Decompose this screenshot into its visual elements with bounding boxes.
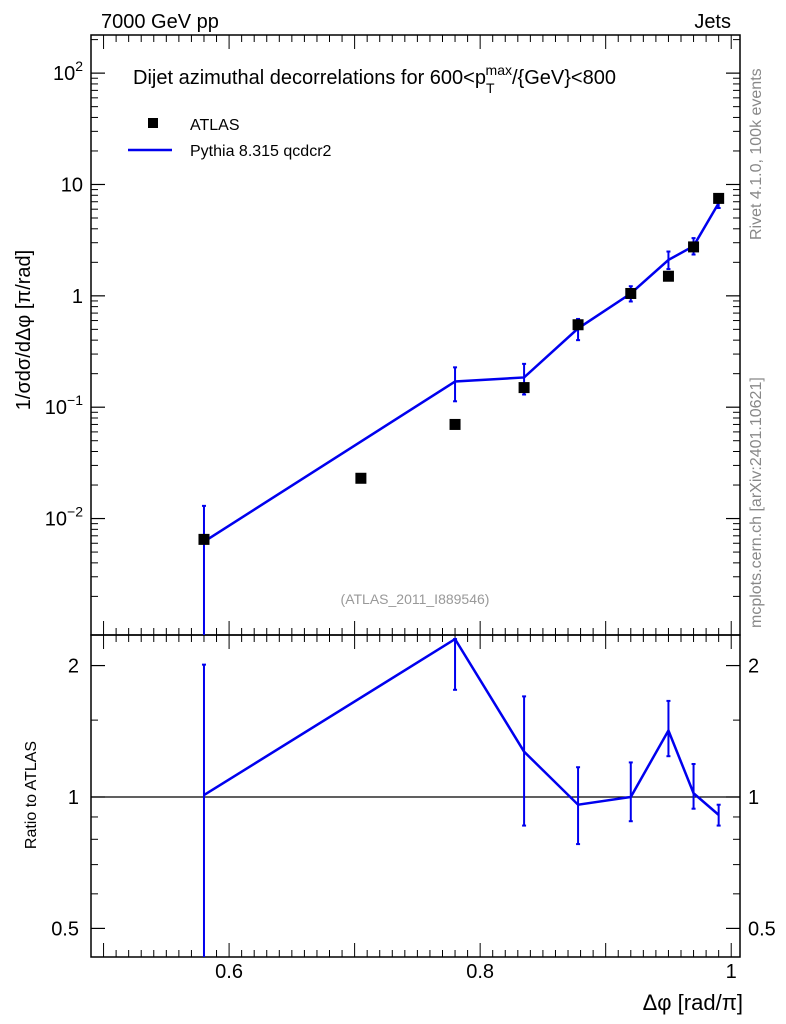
atlas-data-point <box>198 533 210 545</box>
atlas-data-point <box>625 287 637 299</box>
legend-label-atlas: ATLAS <box>190 117 240 134</box>
main-ylabel: 1/σdσ/dΔφ [π/rad] <box>13 250 35 410</box>
y-tick-label: 10 <box>61 174 83 196</box>
atlas-data-point <box>713 192 725 204</box>
legend-label-pythia: Pythia 8.315 qcdcr2 <box>190 143 332 160</box>
plot-title: Dijet azimuthal decorrelations for 600<p… <box>133 62 616 96</box>
ratio-y-tick-label-right: 0.5 <box>748 918 776 940</box>
atlas-data-point <box>518 382 530 394</box>
x-tick-label: 0.6 <box>215 961 243 983</box>
ratio-y-tick-label: 1 <box>68 787 79 809</box>
mcplots-label: mcplots.cern.ch [arXiv:2401.10621] <box>748 377 765 628</box>
analysis-watermark: (ATLAS_2011_I889546) <box>341 591 490 607</box>
ratio-y-tick-label-right: 1 <box>748 787 759 809</box>
header-left: 7000 GeV pp <box>101 11 219 33</box>
ratio-y-tick-label: 2 <box>68 656 79 678</box>
main-plot-frame <box>90 34 741 636</box>
atlas-data-point <box>449 418 461 430</box>
atlas-data-point <box>662 270 674 282</box>
ratio-y-tick-label-right: 2 <box>748 656 759 678</box>
ratio-ylabel: Ratio to ATLAS <box>23 741 40 849</box>
y-tick-label: 10−2 <box>45 504 83 531</box>
atlas-data-point <box>572 319 584 331</box>
pythia-line <box>203 202 720 543</box>
y-tick-label: 10−1 <box>45 392 83 419</box>
legend-marker-atlas <box>148 118 158 128</box>
ratio-plot-frame <box>90 634 741 958</box>
y-tick-label: 102 <box>53 58 83 85</box>
x-axis-label: Δφ [rad/π] <box>643 990 743 1015</box>
atlas-data-point <box>355 472 367 484</box>
header-right: Jets <box>694 11 731 33</box>
x-tick-label: 0.8 <box>466 961 494 983</box>
ratio-line <box>203 637 720 816</box>
atlas-data-point <box>688 241 700 253</box>
x-tick-label: 1 <box>726 961 737 983</box>
rivet-version-label: Rivet 4.1.0, 100k events <box>748 68 765 240</box>
ratio-y-tick-label: 0.5 <box>51 918 79 940</box>
y-tick-label: 1 <box>72 286 83 308</box>
